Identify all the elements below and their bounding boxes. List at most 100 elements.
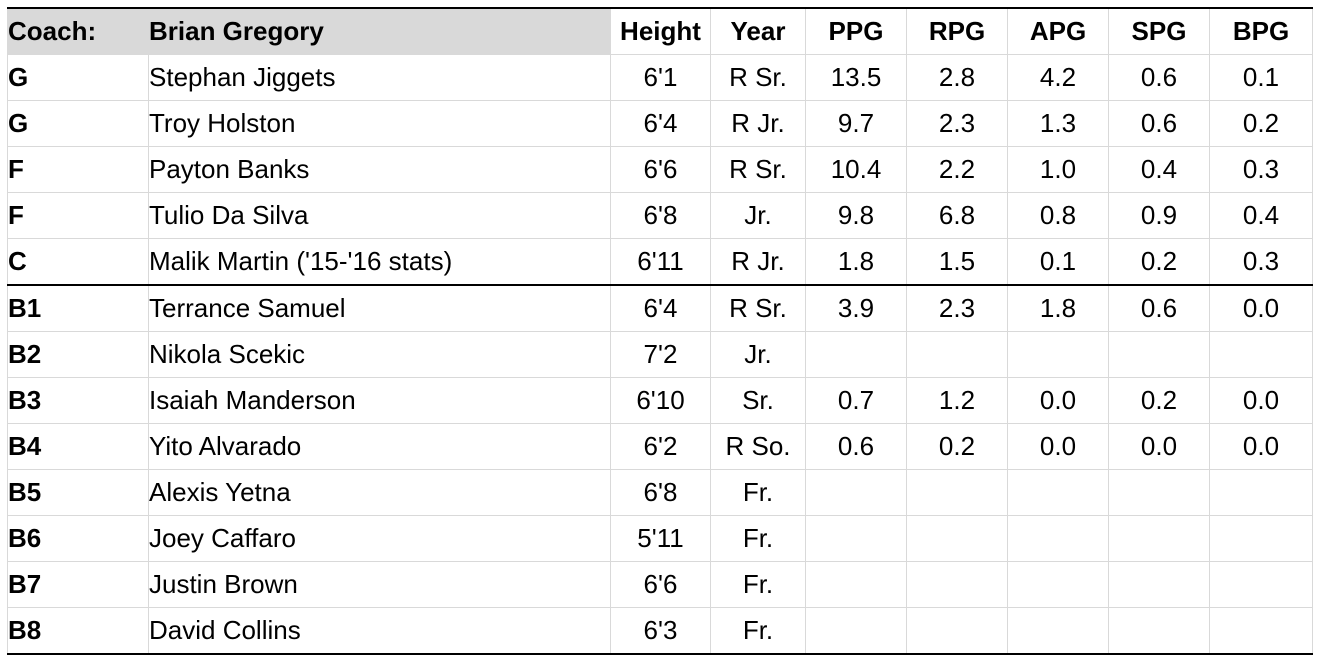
cell-spg[interactable] (1108, 469, 1210, 516)
cell-name[interactable]: Yito Alvarado (148, 423, 611, 470)
cell-apg[interactable] (1007, 515, 1109, 562)
cell-pos[interactable]: B8 (7, 607, 149, 655)
cell-height[interactable]: 6'2 (610, 423, 711, 470)
cell-height[interactable]: 7'2 (610, 331, 711, 378)
cell-name[interactable]: Alexis Yetna (148, 469, 611, 516)
cell-year[interactable]: Fr. (710, 561, 806, 608)
cell-apg[interactable] (1007, 561, 1109, 608)
cell-ppg[interactable]: 0.6 (805, 423, 907, 470)
cell-pos[interactable]: G (7, 54, 149, 101)
cell-bpg[interactable] (1209, 331, 1313, 378)
header-height[interactable]: Height (610, 7, 711, 55)
cell-name[interactable]: Isaiah Manderson (148, 377, 611, 424)
cell-apg[interactable] (1007, 331, 1109, 378)
cell-ppg[interactable]: 3.9 (805, 284, 907, 332)
cell-spg[interactable]: 0.2 (1108, 238, 1210, 286)
cell-height[interactable]: 6'6 (610, 146, 711, 193)
cell-spg[interactable] (1108, 561, 1210, 608)
cell-bpg[interactable]: 0.4 (1209, 192, 1313, 239)
cell-year[interactable]: R Sr. (710, 54, 806, 101)
cell-bpg[interactable]: 0.3 (1209, 238, 1313, 286)
cell-height[interactable]: 6'8 (610, 192, 711, 239)
cell-ppg[interactable]: 10.4 (805, 146, 907, 193)
cell-name[interactable]: Malik Martin ('15-'16 stats) (148, 238, 611, 286)
cell-pos[interactable]: B6 (7, 515, 149, 562)
cell-pos[interactable]: B2 (7, 331, 149, 378)
cell-year[interactable]: Jr. (710, 192, 806, 239)
cell-spg[interactable]: 0.2 (1108, 377, 1210, 424)
cell-pos[interactable]: B5 (7, 469, 149, 516)
cell-year[interactable]: R Jr. (710, 100, 806, 147)
cell-ppg[interactable] (805, 515, 907, 562)
cell-name[interactable]: Joey Caffaro (148, 515, 611, 562)
header-year[interactable]: Year (710, 7, 806, 55)
cell-apg[interactable]: 1.0 (1007, 146, 1109, 193)
cell-bpg[interactable]: 0.2 (1209, 100, 1313, 147)
cell-ppg[interactable] (805, 469, 907, 516)
cell-name[interactable]: Troy Holston (148, 100, 611, 147)
cell-ppg[interactable] (805, 331, 907, 378)
cell-rpg[interactable]: 6.8 (906, 192, 1008, 239)
cell-apg[interactable] (1007, 469, 1109, 516)
cell-spg[interactable]: 0.4 (1108, 146, 1210, 193)
cell-height[interactable]: 6'8 (610, 469, 711, 516)
cell-ppg[interactable] (805, 607, 907, 655)
cell-pos[interactable]: B3 (7, 377, 149, 424)
cell-bpg[interactable]: 0.0 (1209, 423, 1313, 470)
cell-rpg[interactable]: 2.3 (906, 100, 1008, 147)
cell-rpg[interactable] (906, 561, 1008, 608)
cell-rpg[interactable]: 2.8 (906, 54, 1008, 101)
cell-height[interactable]: 6'4 (610, 284, 711, 332)
cell-rpg[interactable]: 0.2 (906, 423, 1008, 470)
cell-name[interactable]: Stephan Jiggets (148, 54, 611, 101)
cell-ppg[interactable]: 1.8 (805, 238, 907, 286)
cell-bpg[interactable]: 0.3 (1209, 146, 1313, 193)
cell-apg[interactable]: 0.0 (1007, 423, 1109, 470)
cell-rpg[interactable] (906, 515, 1008, 562)
cell-rpg[interactable]: 2.2 (906, 146, 1008, 193)
cell-spg[interactable]: 0.6 (1108, 284, 1210, 332)
cell-bpg[interactable] (1209, 515, 1313, 562)
header-spg[interactable]: SPG (1108, 7, 1210, 55)
cell-ppg[interactable]: 9.8 (805, 192, 907, 239)
cell-year[interactable]: R Jr. (710, 238, 806, 286)
cell-name[interactable]: Payton Banks (148, 146, 611, 193)
cell-name[interactable]: David Collins (148, 607, 611, 655)
cell-height[interactable]: 6'10 (610, 377, 711, 424)
cell-bpg[interactable] (1209, 561, 1313, 608)
cell-spg[interactable] (1108, 515, 1210, 562)
cell-bpg[interactable]: 0.1 (1209, 54, 1313, 101)
cell-rpg[interactable]: 1.5 (906, 238, 1008, 286)
cell-height[interactable]: 5'11 (610, 515, 711, 562)
coach-name[interactable]: Brian Gregory (148, 7, 611, 55)
cell-pos[interactable]: B7 (7, 561, 149, 608)
coach-label[interactable]: Coach: (7, 7, 149, 55)
header-apg[interactable]: APG (1007, 7, 1109, 55)
cell-apg[interactable]: 0.1 (1007, 238, 1109, 286)
cell-spg[interactable] (1108, 331, 1210, 378)
cell-bpg[interactable] (1209, 469, 1313, 516)
cell-rpg[interactable] (906, 331, 1008, 378)
cell-apg[interactable]: 1.8 (1007, 284, 1109, 332)
cell-pos[interactable]: C (7, 238, 149, 286)
cell-pos[interactable]: F (7, 146, 149, 193)
cell-pos[interactable]: B1 (7, 284, 149, 332)
cell-rpg[interactable] (906, 469, 1008, 516)
cell-year[interactable]: R Sr. (710, 146, 806, 193)
cell-ppg[interactable]: 9.7 (805, 100, 907, 147)
header-ppg[interactable]: PPG (805, 7, 907, 55)
cell-rpg[interactable]: 2.3 (906, 284, 1008, 332)
cell-bpg[interactable]: 0.0 (1209, 284, 1313, 332)
cell-pos[interactable]: F (7, 192, 149, 239)
cell-apg[interactable]: 4.2 (1007, 54, 1109, 101)
cell-year[interactable]: Jr. (710, 331, 806, 378)
cell-year[interactable]: R Sr. (710, 284, 806, 332)
cell-year[interactable]: Fr. (710, 469, 806, 516)
cell-year[interactable]: R So. (710, 423, 806, 470)
cell-apg[interactable] (1007, 607, 1109, 655)
cell-year[interactable]: Fr. (710, 607, 806, 655)
cell-height[interactable]: 6'3 (610, 607, 711, 655)
cell-height[interactable]: 6'4 (610, 100, 711, 147)
cell-bpg[interactable]: 0.0 (1209, 377, 1313, 424)
cell-height[interactable]: 6'11 (610, 238, 711, 286)
